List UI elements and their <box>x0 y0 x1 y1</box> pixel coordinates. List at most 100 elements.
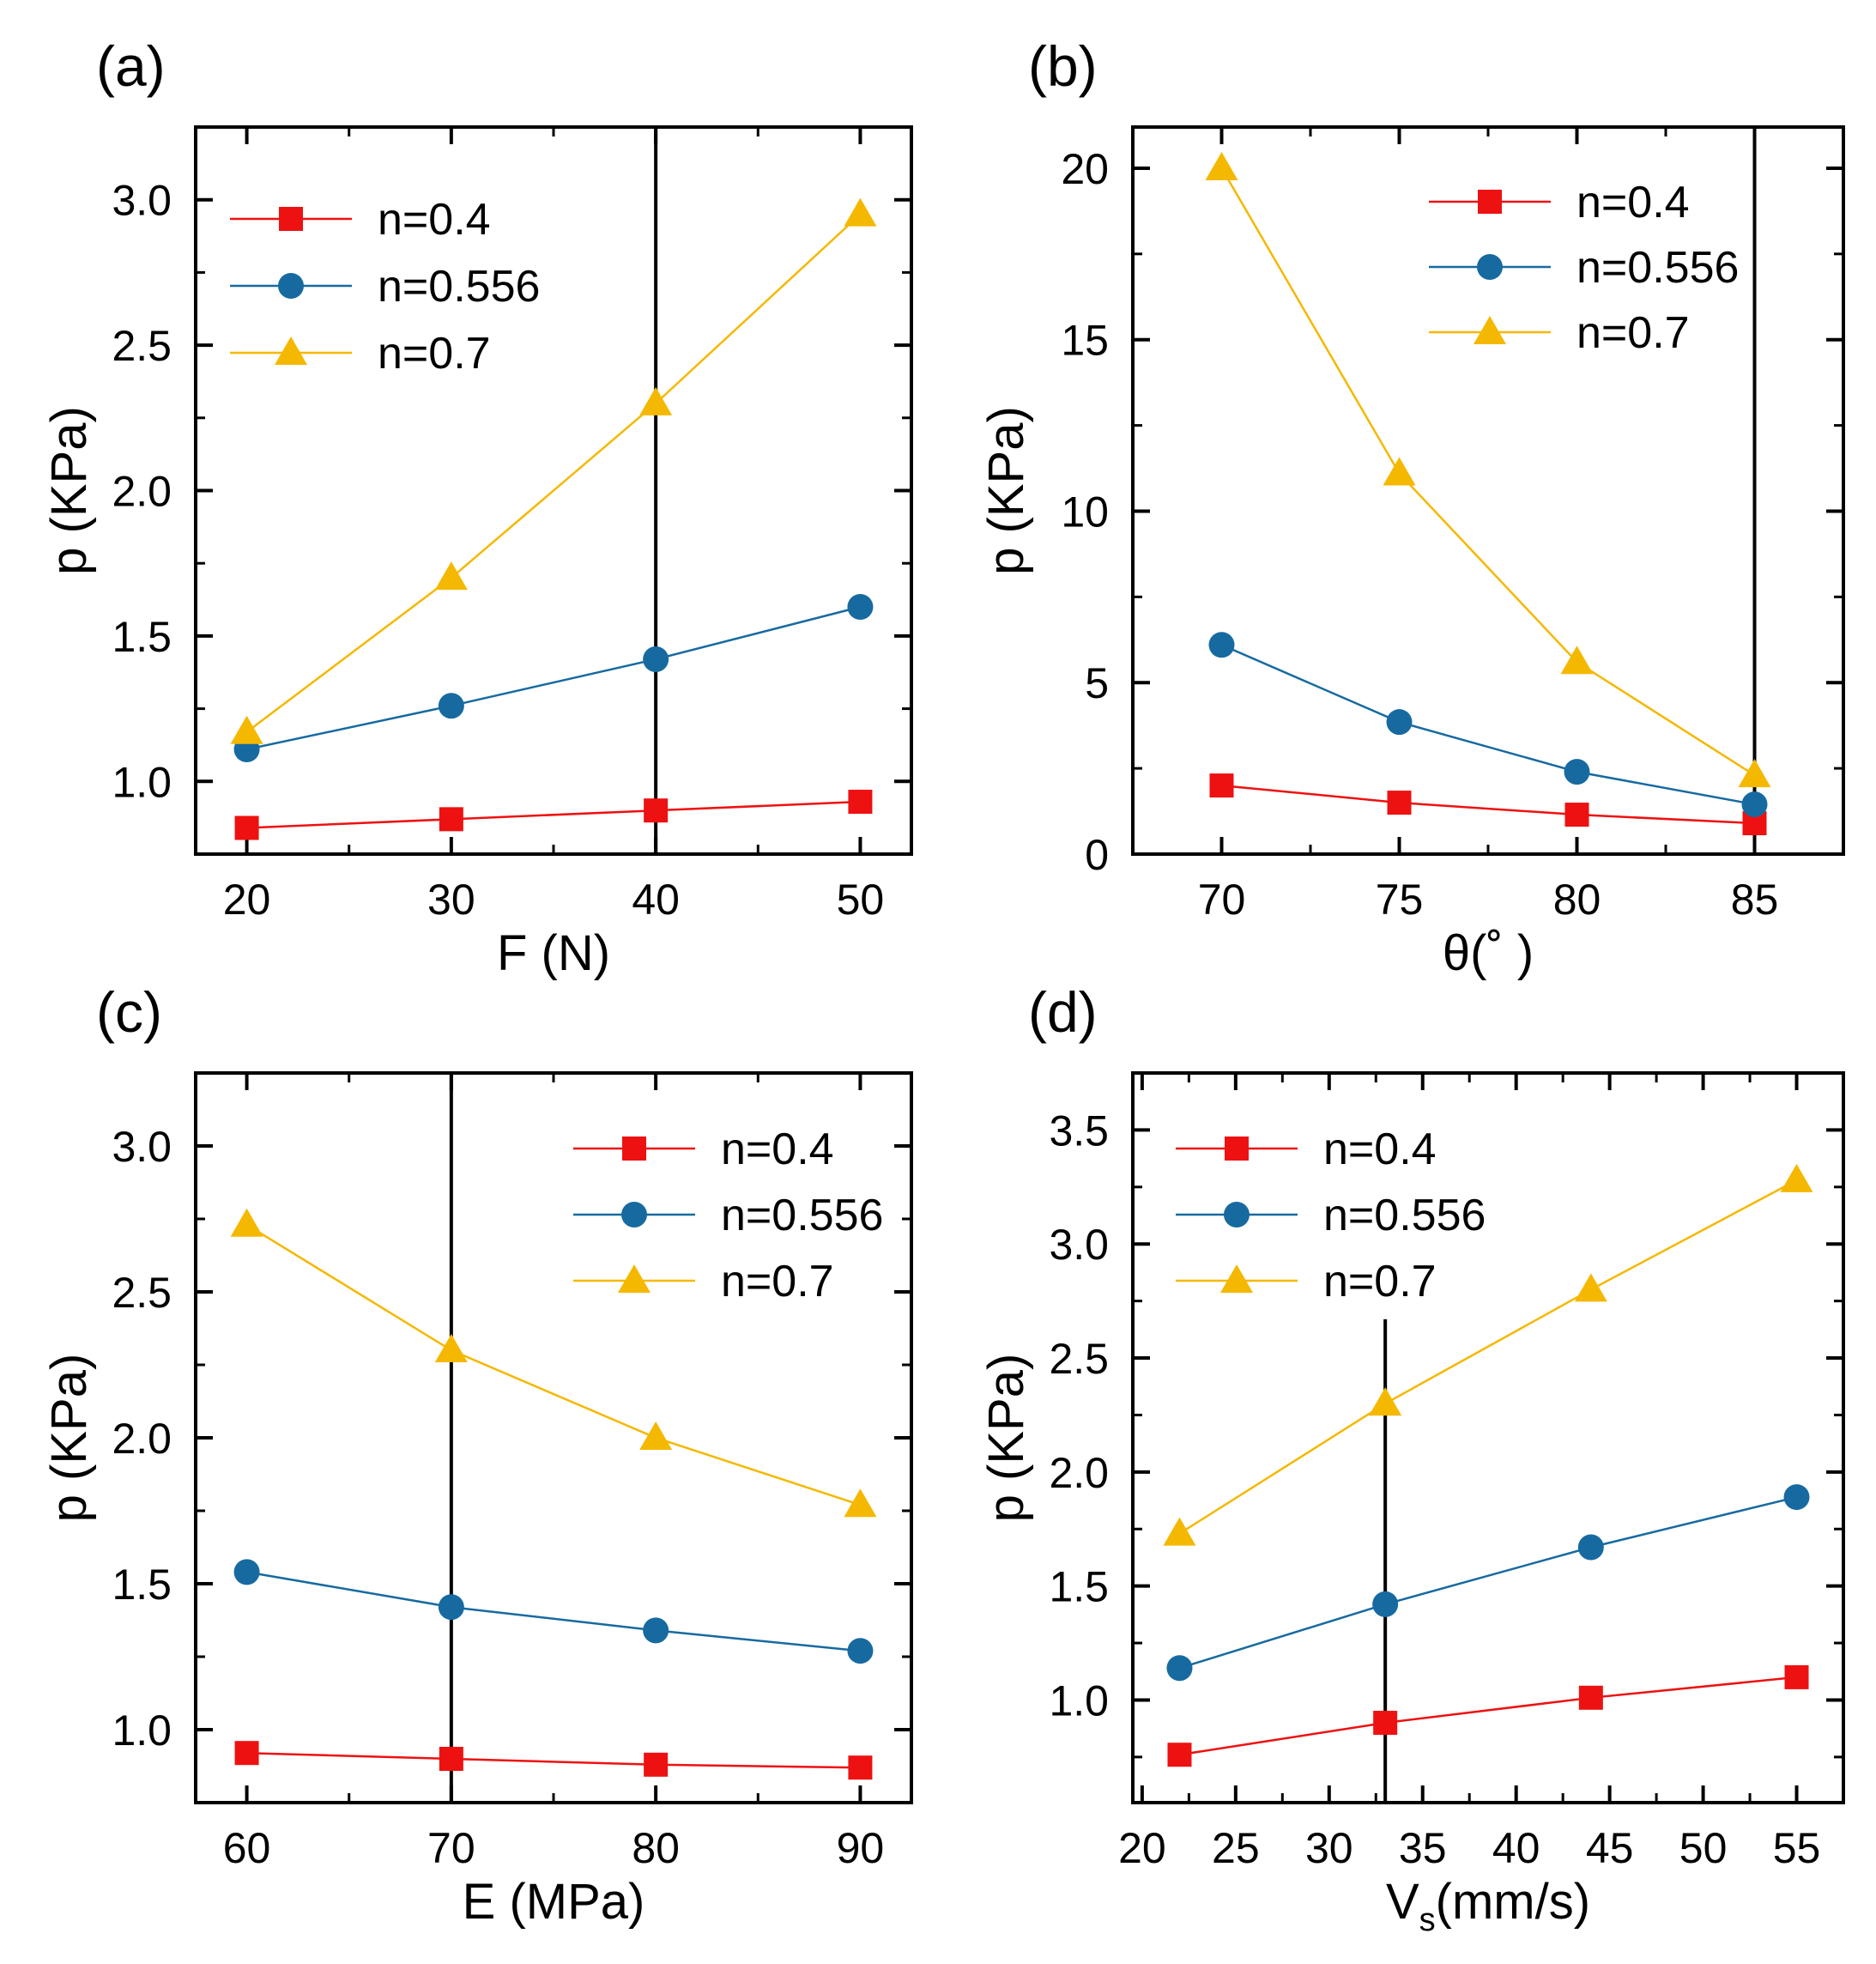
legend-label: n=0.556 <box>721 1191 883 1240</box>
x-tick-label: 20 <box>223 876 271 924</box>
y-tick-label: 0 <box>1085 831 1109 879</box>
x-tick-label: 40 <box>632 876 680 924</box>
legend-marker-triangle <box>275 336 307 365</box>
series-line <box>1220 167 1756 777</box>
data-point-circle <box>1372 1591 1399 1617</box>
y-tick-label: 3.0 <box>1049 1221 1109 1269</box>
y-tick-label: 1.5 <box>112 613 172 661</box>
y-tick-label: 2.5 <box>112 322 172 370</box>
y-axis-title: p (KPa) <box>978 1354 1034 1523</box>
data-point-triangle <box>1205 151 1238 180</box>
x-tick-label: 20 <box>1118 1824 1166 1872</box>
series-line <box>246 1571 861 1652</box>
x-axis-title: θ(˚ ) <box>1443 925 1534 981</box>
series-line <box>1179 1495 1797 1670</box>
y-tick-label: 2.0 <box>112 468 172 516</box>
legend-marker-circle <box>1477 254 1503 280</box>
y-tick-label: 15 <box>1061 317 1109 365</box>
data-point-square <box>1209 773 1234 798</box>
legend-label: n=0.556 <box>378 262 540 312</box>
x-tick-label: 80 <box>1553 876 1601 924</box>
x-tick-label: 25 <box>1212 1824 1260 1872</box>
x-tick-label: 50 <box>837 876 885 924</box>
data-point-square <box>1387 791 1412 815</box>
x-tick-label: 50 <box>1679 1824 1728 1872</box>
data-point-square <box>848 790 873 815</box>
data-point-circle <box>643 646 669 673</box>
data-point-triangle <box>844 197 877 227</box>
y-tick-label: 2.0 <box>1049 1449 1109 1497</box>
series-n=0.7 <box>230 1208 877 1518</box>
data-point-circle <box>1208 632 1235 658</box>
legend-label: n=0.4 <box>721 1124 834 1174</box>
x-tick-label: 35 <box>1399 1824 1447 1872</box>
legend-label: n=0.7 <box>1323 1257 1437 1306</box>
data-point-circle <box>1741 791 1768 818</box>
panel-label: (b) <box>1028 34 1098 98</box>
series-n=0.4 <box>1167 1664 1809 1767</box>
data-point-triangle <box>639 386 673 415</box>
data-point-circle <box>847 1638 874 1664</box>
y-tick-label: 3.0 <box>112 177 172 225</box>
panel-b: 70 75 80 85 0 5 10 15 20 n=0.4 n=0.556 n=0.7 (b) θ(˚ … <box>978 34 1845 981</box>
data-point-triangle <box>1383 457 1416 486</box>
data-point-triangle <box>1369 1387 1402 1416</box>
legend-marker-square <box>1478 190 1502 214</box>
series-n=0.556 <box>1166 1484 1810 1682</box>
y-tick-label: 2.5 <box>112 1269 172 1317</box>
legend-marker-triangle <box>618 1264 651 1293</box>
y-tick-label: 1.0 <box>1049 1676 1109 1725</box>
series-line <box>246 605 861 751</box>
y-tick-label: 3.5 <box>1049 1106 1109 1155</box>
panel-label: (c) <box>96 980 162 1044</box>
data-point-triangle <box>230 1208 263 1237</box>
x-tick-label: 75 <box>1376 876 1424 924</box>
x-axis-title-unit: (mm/s) <box>1436 1874 1590 1930</box>
x-axis-title: F (N) <box>497 925 610 981</box>
legend-marker-circle <box>621 1202 647 1228</box>
data-point-square <box>234 1741 259 1766</box>
series-n=0.556 <box>233 1559 874 1664</box>
series-n=0.7 <box>1205 151 1771 788</box>
data-point-triangle <box>434 1334 468 1362</box>
legend-marker-triangle <box>1220 1264 1253 1293</box>
y-axis-title: p (KPa) <box>978 406 1034 575</box>
x-tick-label: 70 <box>1198 876 1246 924</box>
data-point-circle <box>1577 1534 1604 1561</box>
x-axis-title: Vs(mm/s) <box>1386 1874 1590 1938</box>
y-tick-label: 10 <box>1061 488 1109 536</box>
legend-label: n=0.556 <box>1576 243 1739 293</box>
data-point-circle <box>643 1617 669 1644</box>
legend-marker-square <box>279 207 303 231</box>
x-tick-label: 90 <box>837 1824 885 1872</box>
plot-frame <box>1131 1071 1845 1804</box>
data-point-square <box>1167 1743 1192 1767</box>
y-tick-label: 1.5 <box>112 1561 172 1609</box>
data-point-square <box>1564 803 1589 827</box>
legend-label: n=0.4 <box>378 195 491 245</box>
legend: n=0.4 n=0.556 n=0.7 <box>1429 178 1739 358</box>
series-n=0.4 <box>1209 773 1767 836</box>
series-line <box>1178 1179 1798 1535</box>
series-n=0.556 <box>233 594 874 763</box>
x-tick-label: 45 <box>1586 1824 1634 1872</box>
x-tick-label: 70 <box>427 1824 475 1872</box>
data-point-square <box>644 798 669 823</box>
x-tick-label: 40 <box>1492 1824 1540 1872</box>
series-line <box>1221 644 1755 806</box>
data-point-circle <box>438 693 464 719</box>
data-point-triangle <box>844 1488 877 1518</box>
data-point-triangle <box>1780 1163 1813 1192</box>
series-line <box>246 800 861 829</box>
y-tick-label: 5 <box>1085 659 1109 707</box>
y-axis-title: p (KPa) <box>41 406 97 575</box>
data-point-square <box>439 807 463 832</box>
data-point-square <box>1784 1664 1809 1689</box>
data-point-circle <box>1166 1655 1193 1682</box>
legend-marker-square <box>1225 1137 1249 1161</box>
series-n=0.7 <box>230 197 877 744</box>
y-axis-title: p (KPa) <box>41 1354 97 1523</box>
series-line <box>1221 784 1755 825</box>
data-point-square <box>1373 1711 1398 1736</box>
legend-marker-circle <box>278 273 304 299</box>
